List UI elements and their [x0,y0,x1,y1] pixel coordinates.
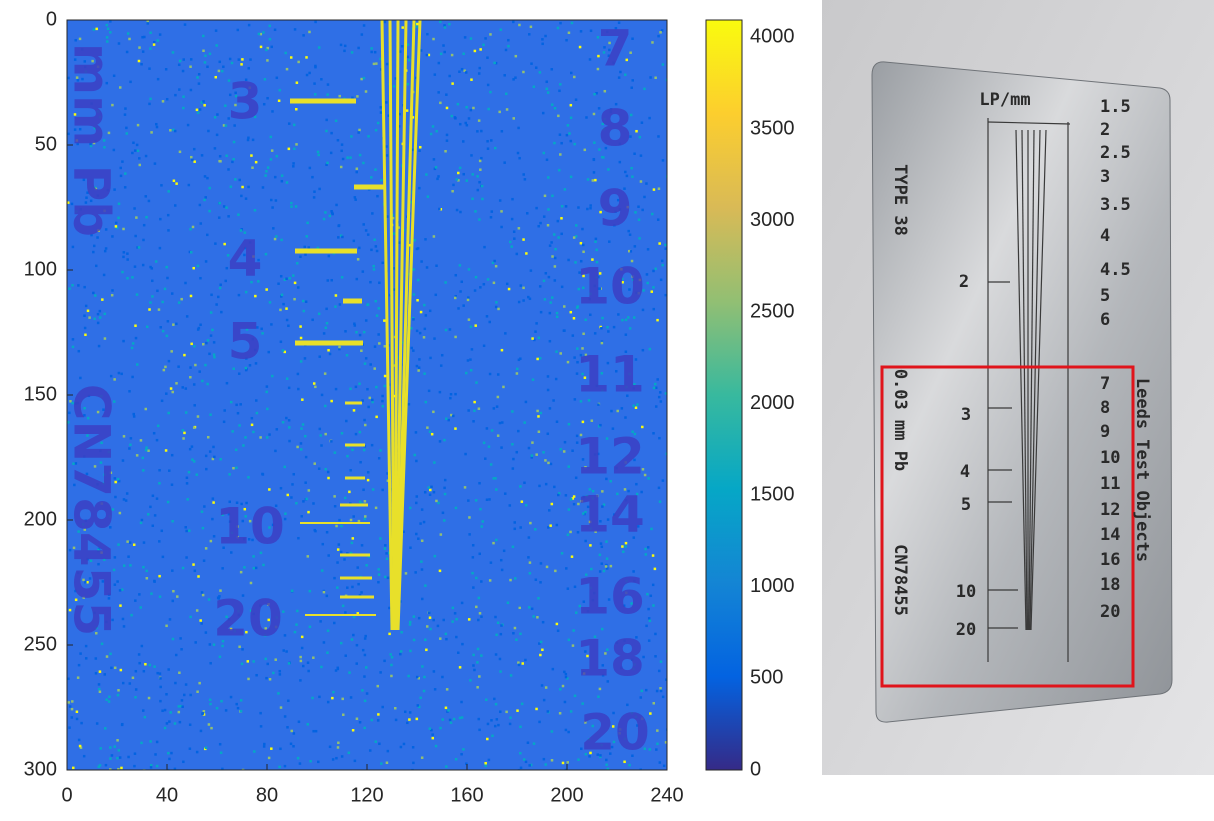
highlight-box [880,365,1135,688]
inner-scale-label: 5 [961,495,971,515]
lp-scale-label: 6 [1100,310,1110,330]
lp-scale-label: 1.5 [1100,97,1131,117]
image-label: 3 [228,73,263,131]
image-features [290,20,422,631]
x-tick-label: 160 [450,784,483,806]
x-tick-label: 240 [650,784,683,806]
lp-scale-label: 9 [1100,422,1110,442]
plate-label: 0.03 mm Pb [890,369,910,471]
colorbar-tick-label: 500 [750,667,783,689]
colorbar-tick-label: 1500 [750,484,795,506]
lp-scale-label: 7 [1100,374,1110,394]
image-label: mm Pb [63,43,121,237]
lp-scale-label: 14 [1100,525,1120,545]
lp-scale-label: 4 [1100,226,1110,246]
inner-scale-label: 10 [956,582,976,602]
y-tick-label: 100 [24,258,57,280]
image-label: 12 [575,428,645,486]
colorbar-tick-label: 2500 [750,300,795,322]
image-label: 5 [228,313,263,371]
y-tick-label: 150 [24,383,57,405]
photo-title: LP/mm [979,90,1030,110]
image-background [67,20,667,770]
colorbar [705,19,743,771]
lp-scale-label: 2.5 [1100,143,1131,163]
lp-scale-label: 18 [1100,575,1120,595]
image-label: 14 [575,486,645,544]
y-tick-label: 200 [24,508,57,530]
x-tick-label: 120 [350,784,383,806]
plate-lines [987,118,1071,662]
lp-scale-label: 4.5 [1100,260,1131,280]
lp-scale-label: 2 [1100,120,1110,140]
lp-scale-label: 16 [1100,550,1120,570]
y-tick-label: 50 [35,133,57,155]
test-plate [871,61,1173,723]
inner-scale-label: 2 [959,272,969,292]
lp-scale-label: 10 [1100,448,1120,468]
image-label: 20 [213,590,283,648]
image-label: 16 [575,568,645,626]
plate-label: CN78455 [890,544,910,616]
image-label: 10 [215,498,285,556]
image-label: 7 [598,20,633,78]
image-label: 9 [598,180,633,238]
y-tick-label: 0 [46,8,57,30]
y-tick-label: 300 [24,758,57,780]
lp-scale-label: 8 [1100,398,1110,418]
x-tick-label: 40 [156,784,178,806]
image-label: 18 [575,630,645,688]
image-label: 20 [580,704,650,762]
lp-scale-label: 12 [1100,500,1120,520]
inner-scale-label: 3 [961,405,971,425]
x-tick-label: 200 [550,784,583,806]
image-label: 4 [228,230,263,288]
colorbar-tick-label: 2000 [750,392,795,414]
lp-scale-label: 5 [1100,286,1110,306]
image-label: 10 [575,258,645,316]
colorbar-tick-label: 4000 [750,26,795,48]
y-tick-label: 250 [24,633,57,655]
colorbar-tick-label: 0 [750,758,761,780]
x-tick-label: 80 [256,784,278,806]
plate-label: TYPE 38 [890,164,910,236]
lp-scale-label: 11 [1100,474,1120,494]
colorbar-tick-label: 3000 [750,209,795,231]
colorbar-tick-label: 1000 [750,575,795,597]
plate-label: Leeds Test Objects [1132,378,1152,562]
image-label: 11 [575,346,645,404]
noise [67,20,667,770]
image-label: CN78455 [63,384,121,637]
lp-scale-label: 3.5 [1100,195,1131,215]
lp-scale-label: 3 [1100,167,1110,187]
lp-scale-label: 20 [1100,602,1120,622]
colorbar-tick-label: 3500 [750,117,795,139]
inner-scale-label: 20 [956,620,976,640]
inner-scale-label: 4 [960,462,970,482]
image-label: 8 [598,100,633,158]
photo: LP/mm TYPE 38 0.03 mm Pb CN78455 Leeds Test … [822,0,1214,775]
x-tick-label: 0 [61,784,72,806]
